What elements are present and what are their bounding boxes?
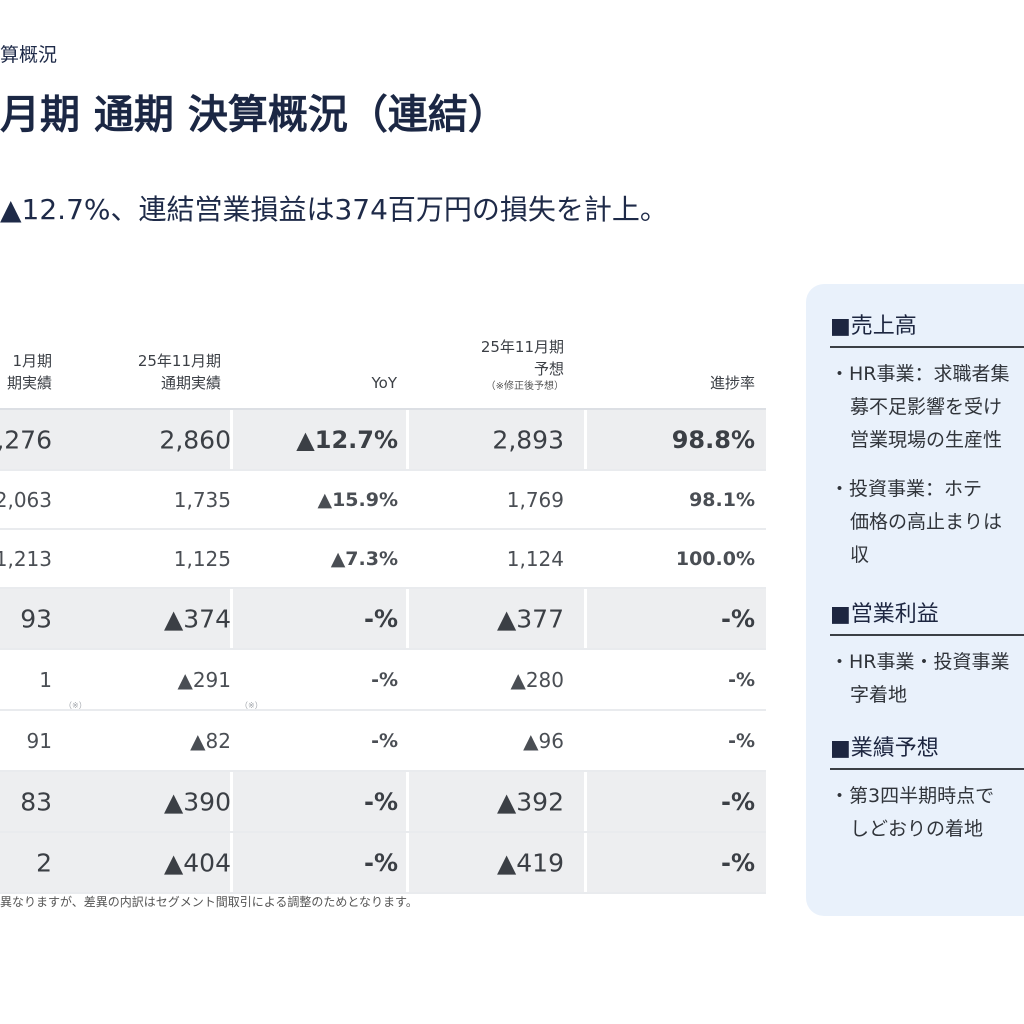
table-row: ,276 2,860 ▲12.7% 2,893 98.8% [0, 410, 766, 471]
bullet-hr: ・HR事業：求職者集 募不足影響を受け 営業現場の生産性 [830, 363, 1010, 451]
col-actual: 25年11月期 通期実績 [137, 352, 221, 392]
section-operating-profit: ■営業利益 ・HR事業・投資事業 字着地 [830, 596, 1024, 712]
cell-forecast: 2,893 [492, 425, 564, 454]
cell-progress: -% [728, 668, 755, 691]
footnote: 異なりますが、差異の内訳はセグメント間取引による調整のためとなります。 [0, 895, 418, 909]
commentary-panel: ■売上高 ・HR事業：求職者集 募不足影響を受け 営業現場の生産性 ・投資事業：… [806, 284, 1024, 916]
cell-yoy: -% [363, 787, 398, 816]
section-title: ■業績予想 [830, 730, 1024, 770]
cell-forecast: ▲96 [523, 728, 564, 753]
bullet-invest: ・投資事業：ホテ 価格の高止まりは 収 [830, 478, 1003, 566]
cell-prev: 83 [20, 787, 52, 816]
note-mark: （※） [64, 701, 87, 710]
table-row: 2,063 1,735 ▲15.9% 1,769 98.1% [0, 471, 766, 530]
cell-progress: -% [728, 729, 755, 752]
cell-forecast: ▲392 [497, 787, 564, 816]
cell-actual: ▲390 [164, 787, 231, 816]
cell-prev: 1 [39, 667, 52, 692]
col-prev-actual: 1月期 期実績 [6, 352, 52, 392]
section-title: ■営業利益 [830, 596, 1024, 636]
cell-forecast: 1,124 [506, 546, 564, 571]
cell-forecast: ▲280 [510, 667, 564, 692]
cell-progress: -% [720, 604, 755, 633]
cell-actual: ▲404 [164, 848, 231, 877]
page-subtitle: ▲12.7%、連結営業損益は374百万円の損失を計上。 [0, 193, 668, 226]
table-header: 1月期 期実績 25年11月期 通期実績 YoY 25年11月期 予想 （※修正… [0, 320, 766, 410]
cell-prev: 93 [20, 604, 52, 633]
section-sales: ■売上高 ・HR事業：求職者集 募不足影響を受け 営業現場の生産性 ・投資事業：… [830, 308, 1024, 572]
cell-prev: 1,213 [0, 546, 52, 571]
bullet-op: ・HR事業・投資事業 字着地 [830, 651, 1010, 706]
cell-progress: 98.1% [689, 488, 755, 511]
note-mark: （※） [240, 701, 263, 710]
cell-actual: ▲374 [164, 604, 231, 633]
page-title: 月期 通期 決算概況（連結） [0, 92, 508, 138]
col-progress: 進捗率 [709, 374, 755, 392]
cell-yoy: -% [371, 668, 398, 691]
bullet-forecast: ・第3四半期時点で しどおりの着地 [830, 785, 995, 840]
cell-prev: ,276 [0, 425, 52, 454]
cell-yoy: ▲15.9% [317, 488, 398, 511]
col-yoy: YoY [371, 374, 397, 392]
results-table: 1月期 期実績 25年11月期 通期実績 YoY 25年11月期 予想 （※修正… [0, 320, 766, 894]
cell-prev: 91 [26, 728, 52, 753]
table-row: 91 ▲82 -% ▲96 -% [0, 711, 766, 772]
cell-prev: 2 [36, 848, 52, 877]
cell-yoy: ▲7.3% [330, 547, 398, 570]
cell-yoy: -% [371, 729, 398, 752]
cell-progress: 98.8% [671, 425, 755, 454]
cell-prev: 2,063 [0, 487, 52, 512]
cell-yoy: -% [363, 848, 398, 877]
cell-progress: -% [720, 848, 755, 877]
table-row: 93 ▲374 -% ▲377 -% [0, 589, 766, 650]
cell-forecast: 1,769 [506, 487, 564, 512]
col-forecast: 25年11月期 予想 （※修正後予想） [480, 338, 564, 392]
cell-actual: 1,125 [173, 546, 231, 571]
section-title: ■売上高 [830, 308, 1024, 348]
breadcrumb: 算概況 [0, 44, 58, 66]
cell-actual: 2,860 [159, 425, 231, 454]
table-row: 1,213 1,125 ▲7.3% 1,124 100.0% [0, 530, 766, 589]
cell-yoy: ▲12.7% [296, 425, 398, 454]
cell-forecast: ▲377 [497, 604, 564, 633]
cell-yoy: -% [363, 604, 398, 633]
table-row: 1 ▲291 -% ▲280 -% [0, 650, 766, 711]
cell-progress: -% [720, 787, 755, 816]
table-row: 2 ▲404 -% ▲419 -% [0, 833, 766, 894]
section-forecast: ■業績予想 ・第3四半期時点で しどおりの着地 [830, 730, 1024, 846]
cell-actual: ▲82 [190, 728, 231, 753]
table-row: 83 ▲390 -% ▲392 -% [0, 772, 766, 833]
cell-actual: 1,735 [173, 487, 231, 512]
cell-actual: ▲291 [177, 667, 231, 692]
cell-progress: 100.0% [675, 547, 755, 570]
cell-forecast: ▲419 [497, 848, 564, 877]
